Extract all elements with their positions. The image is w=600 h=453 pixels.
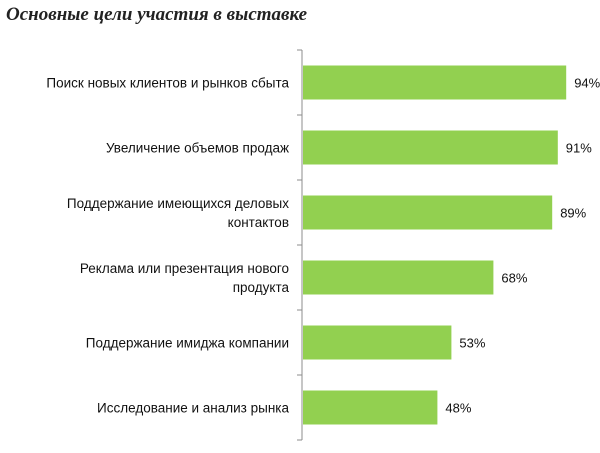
bar bbox=[303, 325, 452, 360]
category-label-line: Поддержание имиджа компании bbox=[86, 336, 289, 351]
chart-title: Основные цели участия в выставке bbox=[6, 4, 308, 25]
category-label: Поиск новых клиентов и рынков сбыта bbox=[46, 76, 289, 91]
data-label: 89% bbox=[560, 206, 586, 221]
category-label-line: Исследование и анализ рынка bbox=[97, 401, 289, 416]
data-label: 48% bbox=[445, 401, 471, 416]
category-label-line: Увеличение объемов продаж bbox=[106, 141, 289, 156]
category-label: Увеличение объемов продаж bbox=[106, 141, 289, 156]
data-label: 53% bbox=[459, 336, 485, 351]
category-label-line: Реклама или презентация нового bbox=[80, 261, 289, 276]
bar bbox=[303, 390, 438, 425]
category-label-line: контактов bbox=[228, 215, 289, 230]
category-label: Реклама или презентация нового продукта bbox=[80, 261, 290, 295]
category-label: Поддержание имиджа компании bbox=[86, 336, 289, 351]
category-label: Поддержание имеющихся деловых контактов bbox=[67, 196, 289, 230]
category-label-line: Поиск новых клиентов и рынков сбыта bbox=[46, 76, 289, 91]
bar bbox=[303, 195, 553, 230]
category-label: Исследование и анализ рынка bbox=[97, 401, 289, 416]
data-label: 91% bbox=[566, 141, 592, 156]
category-label-line: продукта bbox=[233, 280, 290, 295]
bar bbox=[303, 65, 567, 100]
category-label-line: Поддержание имеющихся деловых bbox=[67, 196, 289, 211]
data-label: 68% bbox=[501, 271, 527, 286]
bar bbox=[303, 260, 494, 295]
bar bbox=[303, 130, 558, 165]
data-label: 94% bbox=[574, 76, 600, 91]
